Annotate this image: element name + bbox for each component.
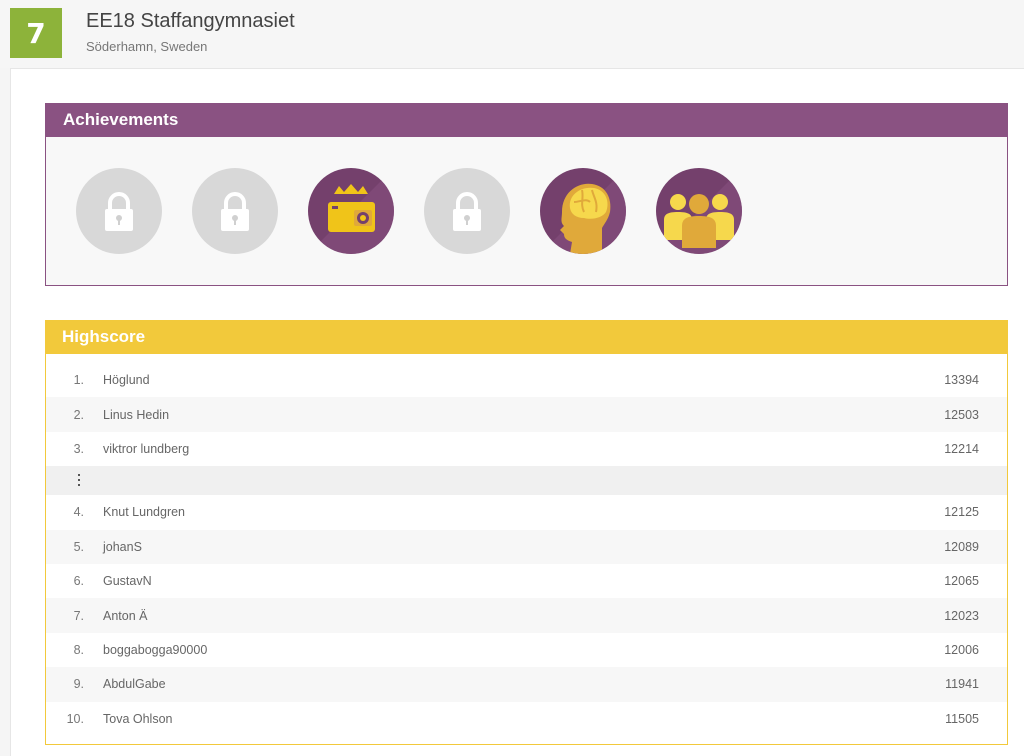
vertical-ellipsis-icon	[78, 474, 81, 487]
row-rank: 10.	[66, 711, 84, 726]
row-score: 11505	[945, 711, 979, 726]
achievement-badge-locked[interactable]	[424, 168, 510, 254]
row-score: 12023	[944, 608, 979, 623]
achievement-badge-locked[interactable]	[76, 168, 162, 254]
highscore-panel: Highscore 1. Höglund 13394 2. Linus Hedi…	[45, 320, 1008, 745]
row-name: Linus Hedin	[103, 407, 170, 422]
row-name: johanS	[103, 539, 142, 554]
school-name: EE18 Staffangymnasiet	[86, 10, 295, 32]
lock-icon	[221, 192, 249, 231]
row-rank: 6.	[73, 574, 84, 589]
row-rank: 4.	[73, 505, 84, 520]
lock-icon	[105, 192, 133, 231]
row-name: Knut Lundgren	[103, 505, 186, 520]
lock-icon	[453, 192, 481, 231]
highscore-row[interactable]: 7. Anton Ä 12023	[46, 598, 1007, 633]
achievements-title: Achievements	[46, 104, 1007, 137]
highscore-row[interactable]: 4. Knut Lundgren 12125	[46, 495, 1007, 529]
highscore-row[interactable]: 1. Höglund 13394	[46, 363, 1007, 397]
highscore-row[interactable]: 5. johanS 12089	[46, 529, 1007, 564]
brain-head-icon	[540, 168, 626, 254]
row-name: Höglund	[103, 373, 150, 388]
achievement-badge-brain[interactable]	[540, 168, 626, 254]
row-name: viktror lundberg	[103, 441, 190, 456]
row-name: boggabogga90000	[103, 642, 208, 657]
school-location: Söderhamn, Sweden	[86, 39, 208, 54]
row-rank: 5.	[73, 539, 84, 554]
top-bar: 7 EE18 Staffangymnasiet Söderhamn, Swede…	[0, 0, 1024, 68]
highscore-list: 1. Höglund 13394 2. Linus Hedin 12503 3.…	[46, 363, 1007, 736]
row-score: 11941	[945, 677, 979, 692]
achievement-badge-camera[interactable]	[308, 168, 394, 254]
row-rank: 3.	[73, 441, 84, 456]
highscore-row[interactable]: 9. AbdulGabe 11941	[46, 667, 1007, 702]
row-score: 12214	[944, 441, 979, 456]
ellipsis-separator-row	[46, 466, 1007, 496]
camera-crown-icon	[308, 168, 394, 254]
row-rank: 1.	[73, 373, 84, 388]
highscore-row[interactable]: 6. GustavN 12065	[46, 564, 1007, 598]
achievements-panel: Achievements	[45, 103, 1008, 286]
row-rank: 9.	[73, 677, 84, 692]
row-score: 12089	[944, 539, 979, 554]
highscore-row[interactable]: 2. Linus Hedin 12503	[46, 397, 1007, 432]
achievements-badges	[76, 168, 742, 254]
row-rank: 8.	[73, 642, 84, 657]
row-score: 12503	[944, 407, 979, 422]
row-rank: 2.	[73, 407, 84, 422]
row-name: GustavN	[103, 574, 152, 589]
row-score: 12125	[944, 505, 979, 520]
achievement-badge-group[interactable]	[656, 168, 742, 254]
highscore-title: Highscore	[46, 321, 1007, 354]
achievement-badge-locked[interactable]	[192, 168, 278, 254]
row-score: 12065	[944, 574, 979, 589]
row-name: AbdulGabe	[103, 677, 166, 692]
row-rank: 7.	[73, 608, 84, 623]
highscore-row[interactable]: 3. viktror lundberg 12214	[46, 432, 1007, 466]
group-icon	[656, 168, 742, 254]
row-score: 13394	[944, 373, 979, 388]
row-name: Anton Ä	[103, 608, 148, 623]
row-score: 12006	[944, 642, 979, 657]
main-content: Achievements	[10, 68, 1024, 756]
rank-badge: 7	[10, 8, 62, 58]
row-name: Tova Ohlson	[103, 711, 173, 726]
highscore-row[interactable]: 10. Tova Ohlson 11505	[46, 702, 1007, 736]
highscore-row[interactable]: 8. boggabogga90000 12006	[46, 633, 1007, 667]
